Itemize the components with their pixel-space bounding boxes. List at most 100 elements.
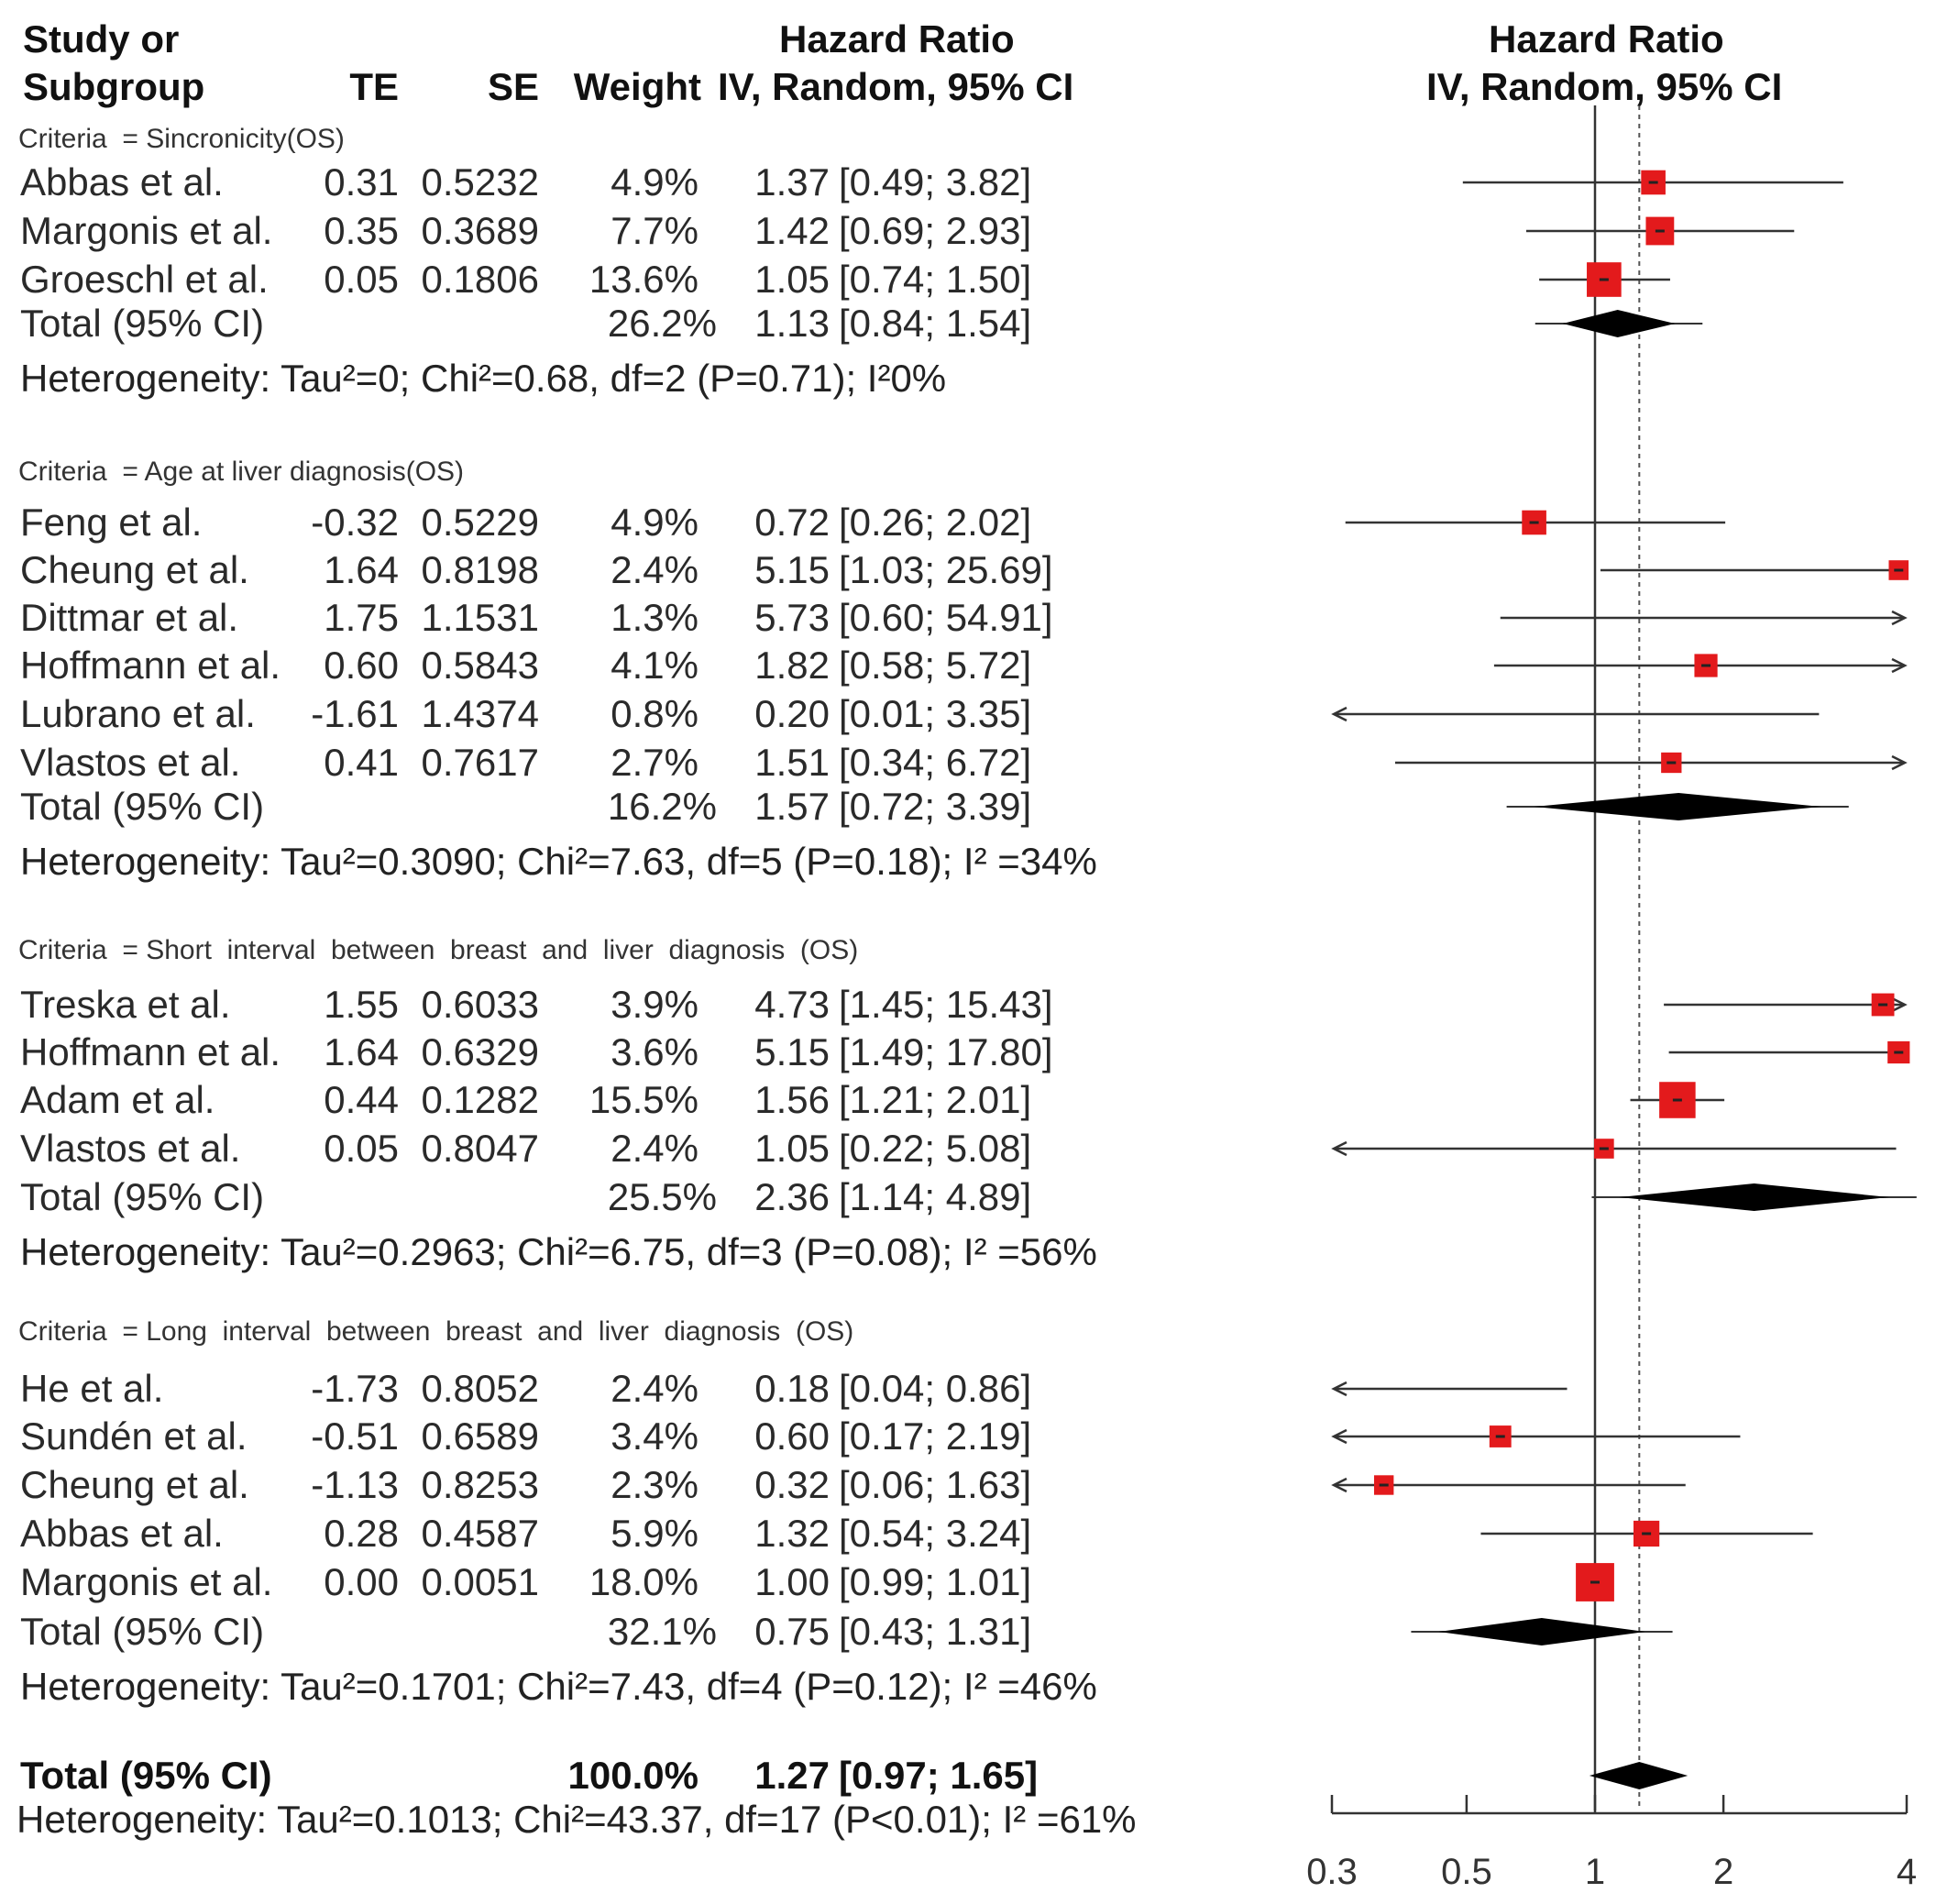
study-ci: [0.54; 3.24] (839, 1512, 1032, 1555)
study-name: Sundén et al. (20, 1414, 248, 1458)
study-se: 0.8253 (421, 1463, 539, 1506)
study-weight: 15.5% (588, 1078, 698, 1121)
study-weight: 2.4% (610, 1127, 698, 1170)
header-weight: Weight (573, 65, 701, 108)
study-te: -0.32 (311, 501, 399, 544)
study-hr: 0.18 (754, 1367, 830, 1410)
subgroup-criteria: Criteria = Sincronicity(OS) (18, 124, 345, 154)
subgroup-total-ci: [0.43; 1.31] (839, 1610, 1032, 1653)
study-se: 0.1806 (421, 258, 539, 301)
subgroup-total-weight: 26.2% (607, 302, 717, 345)
x-tick-label: 2 (1713, 1852, 1733, 1892)
study-hr: 0.20 (754, 692, 830, 735)
subgroup-criteria: Criteria = Long interval between breast … (18, 1316, 854, 1347)
study-se: 1.4374 (421, 692, 539, 735)
ci-arrow-head (1331, 1381, 1348, 1397)
summary-diamond (1619, 1183, 1889, 1211)
study-hr: 4.73 (754, 983, 830, 1026)
x-tick-label: 1 (1585, 1852, 1605, 1892)
study-hr: 1.05 (754, 1127, 830, 1170)
study-te: 1.64 (324, 548, 399, 591)
study-name: Treska et al. (20, 983, 231, 1026)
ci-arrow-head (1331, 706, 1348, 722)
subgroup-total-label: Total (95% CI) (20, 1610, 265, 1653)
study-name: Margonis et al. (20, 1560, 273, 1603)
subgroup-criteria: Criteria = Short interval between breast… (18, 935, 859, 965)
study-hr: 1.05 (754, 258, 830, 301)
study-se: 0.6329 (421, 1030, 539, 1073)
study-hr: 1.42 (754, 209, 830, 252)
study-hr: 1.00 (754, 1560, 830, 1603)
study-te: -1.13 (311, 1463, 399, 1506)
study-ci: [0.22; 5.08] (839, 1127, 1032, 1170)
study-se: 0.0051 (421, 1560, 539, 1603)
study-ci: [0.99; 1.01] (839, 1560, 1032, 1603)
study-te: 1.75 (324, 596, 399, 639)
header-plot-line2: IV, Random, 95% CI (1426, 65, 1783, 108)
study-weight: 7.7% (610, 209, 698, 252)
study-weight: 3.9% (610, 983, 698, 1026)
ci-arrow-head (1891, 996, 1908, 1013)
subgroup-total-label: Total (95% CI) (20, 785, 265, 828)
study-se: 0.5229 (421, 501, 539, 544)
study-weight: 18.0% (588, 1560, 698, 1603)
ci-arrow-head (1891, 657, 1908, 674)
study-se: 0.8047 (421, 1127, 539, 1170)
study-hr: 1.56 (754, 1078, 830, 1121)
study-ci: [0.17; 2.19] (839, 1414, 1032, 1458)
subgroup-total-label: Total (95% CI) (20, 1175, 265, 1218)
ci-arrow-head (1331, 1428, 1348, 1445)
study-hr: 0.60 (754, 1414, 830, 1458)
study-se: 0.7617 (421, 741, 539, 784)
study-hr: 5.15 (754, 1030, 830, 1073)
study-ci: [1.21; 2.01] (839, 1078, 1032, 1121)
study-name: Abbas et al. (20, 160, 224, 204)
subgroup-heterogeneity: Heterogeneity: Tau²=0.1701; Chi²=7.43, d… (20, 1665, 1097, 1708)
study-hr: 0.32 (754, 1463, 830, 1506)
study-name: Dittmar et al. (20, 596, 239, 639)
subgroup-total-label: Total (95% CI) (20, 302, 265, 345)
study-ci: [0.58; 5.72] (839, 644, 1032, 687)
study-te: 0.28 (324, 1512, 399, 1555)
ci-arrow-head (1331, 1477, 1348, 1493)
study-hr: 1.32 (754, 1512, 830, 1555)
study-weight: 0.8% (610, 692, 698, 735)
study-ci: [0.01; 3.35] (839, 692, 1032, 735)
subgroup-total-hr: 1.57 (754, 785, 830, 828)
study-hr: 1.37 (754, 160, 830, 204)
study-se: 0.5843 (421, 644, 539, 687)
study-hr: 5.15 (754, 548, 830, 591)
study-name: Groeschl et al. (20, 258, 269, 301)
header-te: TE (349, 65, 399, 108)
study-name: Margonis et al. (20, 209, 273, 252)
study-te: -1.73 (311, 1367, 399, 1410)
header-hr-line2: IV, Random, 95% CI (718, 65, 1074, 108)
header-se: SE (487, 65, 539, 108)
overall-heterogeneity: Heterogeneity: Tau²=0.1013; Chi²=43.37, … (16, 1798, 1137, 1841)
study-te: -0.51 (311, 1414, 399, 1458)
study-se: 0.5232 (421, 160, 539, 204)
study-te: 0.41 (324, 741, 399, 784)
summary-diamond (1562, 310, 1676, 337)
study-weight: 2.4% (610, 1367, 698, 1410)
study-hr: 1.51 (754, 741, 830, 784)
x-tick-label: 0.5 (1441, 1852, 1492, 1892)
study-weight: 5.9% (610, 1512, 698, 1555)
study-te: 0.05 (324, 258, 399, 301)
study-name: Hoffmann et al. (20, 1030, 281, 1073)
study-te: 0.31 (324, 160, 399, 204)
study-name: He et al. (20, 1367, 164, 1410)
study-weight: 4.9% (610, 160, 698, 204)
x-tick-label: 4 (1897, 1852, 1917, 1892)
summary-diamond (1589, 1762, 1688, 1789)
subgroup-total-weight: 25.5% (607, 1175, 717, 1218)
study-name: Lubrano et al. (20, 692, 256, 735)
study-ci: [0.74; 1.50] (839, 258, 1032, 301)
subgroup-total-hr: 1.13 (754, 302, 830, 345)
subgroup-total-ci: [1.14; 4.89] (839, 1175, 1032, 1218)
study-weight: 1.3% (610, 596, 698, 639)
study-te: 0.00 (324, 1560, 399, 1603)
study-ci: [0.04; 0.86] (839, 1367, 1032, 1410)
summary-diamond (1438, 1618, 1645, 1645)
summary-diamond (1534, 793, 1821, 820)
